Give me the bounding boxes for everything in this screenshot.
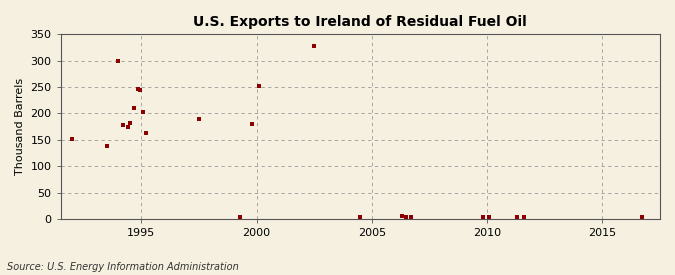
Point	[101, 144, 112, 148]
Point	[137, 110, 148, 114]
Point	[122, 125, 133, 129]
Text: Source: U.S. Energy Information Administration: Source: U.S. Energy Information Administ…	[7, 262, 238, 272]
Point	[246, 122, 257, 126]
Point	[477, 215, 488, 220]
Point	[235, 215, 246, 219]
Point	[132, 87, 143, 91]
Point	[140, 131, 151, 135]
Point	[129, 106, 140, 110]
Point	[406, 215, 416, 220]
Point	[309, 44, 320, 48]
Point	[512, 215, 522, 219]
Point	[484, 215, 495, 220]
Point	[113, 59, 124, 64]
Y-axis label: Thousand Barrels: Thousand Barrels	[15, 78, 25, 175]
Point	[355, 215, 366, 219]
Point	[117, 123, 128, 127]
Point	[401, 215, 412, 219]
Point	[518, 215, 529, 219]
Point	[67, 137, 78, 141]
Point	[194, 117, 205, 121]
Point	[135, 88, 146, 92]
Point	[396, 214, 407, 219]
Title: U.S. Exports to Ireland of Residual Fuel Oil: U.S. Exports to Ireland of Residual Fuel…	[194, 15, 527, 29]
Point	[636, 215, 647, 219]
Point	[254, 83, 265, 88]
Point	[124, 121, 135, 126]
